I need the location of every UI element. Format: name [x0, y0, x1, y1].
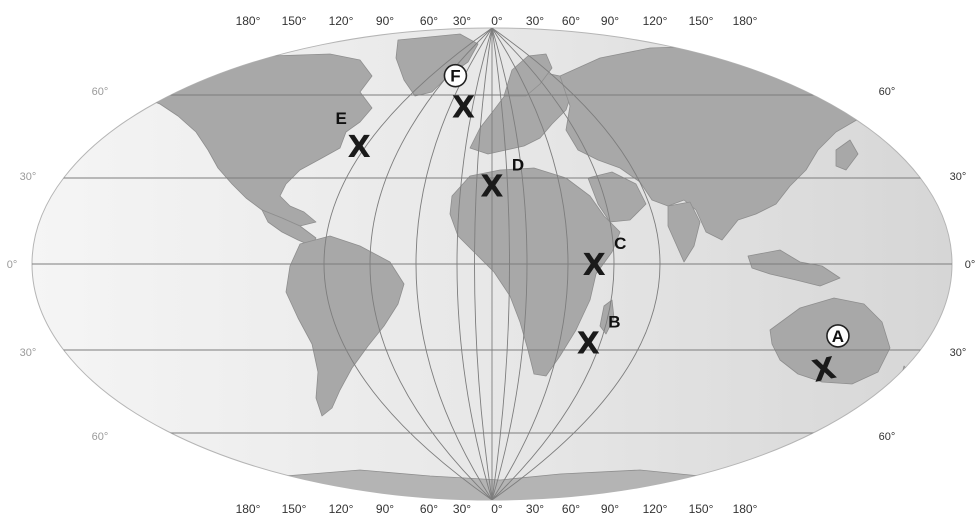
site-marker-x: X [583, 248, 606, 283]
longitude-label: 90° [376, 502, 394, 516]
longitude-label: 90° [601, 502, 619, 516]
longitude-label: 180° [733, 502, 758, 516]
site-label: F [450, 67, 460, 86]
latitude-label: 30° [20, 347, 37, 359]
longitude-label: 30° [526, 502, 544, 516]
land-greenland [395, 33, 479, 97]
site-f: XF [443, 63, 475, 126]
longitude-label: 30° [526, 14, 544, 28]
site-a: XA [809, 324, 850, 390]
longitude-label: 180° [733, 14, 758, 28]
longitude-label: 60° [562, 14, 580, 28]
longitude-label: 60° [562, 502, 580, 516]
latitude-label: 60° [879, 431, 896, 443]
site-label-circle [826, 324, 850, 348]
site-marker-x: X [348, 130, 371, 165]
latitude-label: 0° [965, 259, 976, 271]
longitude-label: 120° [329, 502, 354, 516]
site-marker-x: X [480, 169, 503, 204]
longitude-label: 120° [329, 14, 354, 28]
longitude-label: 120° [643, 502, 668, 516]
longitude-label: 180° [236, 502, 261, 516]
latitude-labels-right: 60° 30° 0° 30° 60° [879, 86, 976, 443]
latitude-labels-left: 60° 30° 0° 30° 60° [7, 86, 109, 443]
latitude-label: 60° [879, 86, 896, 98]
land-africa [449, 167, 621, 377]
longitude-label: 0° [491, 502, 503, 516]
site-e: XE [336, 109, 371, 165]
site-c: XC [583, 234, 627, 283]
longitude-labels-bottom: 180° 150° 120° 90° 60° 30° 0° 30° 60° 90° 120° 150°… [236, 502, 758, 516]
site-label: E [336, 109, 347, 128]
latitude-label: 0° [7, 259, 18, 271]
land-southeast-asia [747, 249, 841, 287]
longitude-label: 150° [282, 502, 307, 516]
longitude-label: 90° [601, 14, 619, 28]
longitude-label: 180° [236, 14, 261, 28]
land-japan [835, 139, 859, 171]
latitude-label: 30° [950, 171, 967, 183]
site-label: D [512, 155, 524, 174]
longitude-label: 30° [453, 502, 471, 516]
latitude-label: 30° [20, 171, 37, 183]
site-label: A [832, 327, 844, 346]
longitude-label: 120° [643, 14, 668, 28]
land-arabia [587, 171, 647, 223]
longitude-label: 150° [282, 14, 307, 28]
longitude-label: 60° [420, 502, 438, 516]
longitude-label: 30° [453, 14, 471, 28]
longitude-label: 60° [420, 14, 438, 28]
longitude-label: 0° [491, 14, 503, 28]
latitude-label: 30° [950, 347, 967, 359]
land-north-america [139, 53, 373, 227]
land-south-america [285, 235, 405, 417]
latitude-label: 60° [92, 86, 109, 98]
site-label-circle [443, 63, 468, 88]
longitude-label: 150° [689, 502, 714, 516]
graticule-parallels [32, 94, 952, 434]
longitude-label: 150° [689, 14, 714, 28]
site-b: XB [577, 313, 621, 362]
site-marker-x: X [577, 327, 600, 362]
site-d: XD [480, 155, 524, 204]
site-label: B [608, 313, 620, 332]
land-india [667, 201, 701, 263]
longitude-labels-top: 180° 150° 120° 90° 60° 30° 0° 30° 60° 90° 120° 150°… [236, 14, 758, 28]
latitude-label: 60° [92, 431, 109, 443]
site-marker-x: X [452, 91, 475, 126]
site-label: C [614, 234, 626, 253]
longitude-label: 90° [376, 14, 394, 28]
